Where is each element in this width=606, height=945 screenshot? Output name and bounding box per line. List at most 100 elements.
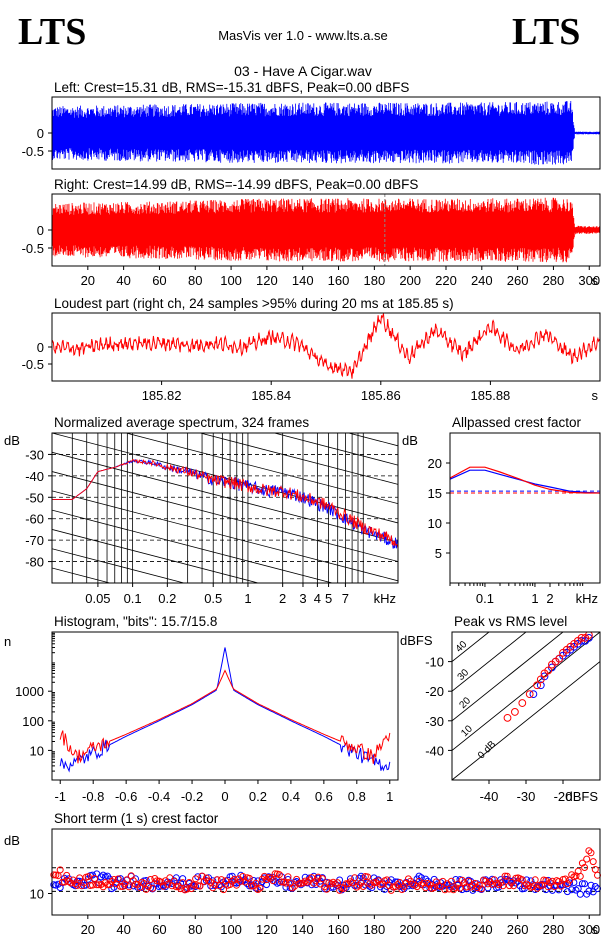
short_term_crest-point-1 — [531, 876, 539, 884]
right_waveform-xtick-label: 300 — [578, 273, 600, 288]
short_term_crest-point-1 — [477, 885, 485, 893]
short_term_crest-xtick-label: 180 — [364, 922, 386, 937]
short_term_crest-point-1 — [101, 879, 109, 887]
short_term_crest-point-1 — [84, 873, 92, 881]
short_term_crest-point-1 — [187, 885, 195, 893]
short_term_crest-point-1 — [183, 885, 191, 893]
peak_vs_rms-diagonal — [452, 632, 600, 751]
short_term_crest-point-1 — [164, 880, 172, 888]
avg_spectrum-slope-line — [52, 337, 398, 427]
short_term_crest-ytick-label: 10 — [30, 887, 44, 902]
short_term_crest-point-1 — [108, 878, 116, 885]
short_term_crest-point-1 — [153, 877, 161, 885]
short_term_crest-point-0 — [422, 875, 430, 883]
short_term_crest-point-1 — [529, 883, 537, 891]
loudest_part-ytick-label: 0 — [37, 340, 44, 355]
short_term_crest-point-1 — [166, 874, 174, 882]
short_term_crest-point-1 — [71, 880, 79, 888]
short_term_crest-point-1 — [299, 879, 307, 887]
short_term_crest-point-1 — [220, 886, 228, 894]
short_term_crest-point-1 — [233, 881, 240, 889]
file-name: 03 - Have A Cigar.wav — [234, 63, 372, 79]
short_term_crest-point-0 — [99, 871, 107, 879]
right_waveform-title: Right: Crest=14.99 dB, RMS=-14.99 dBFS, … — [54, 177, 418, 192]
short_term_crest: Short term (1 s) crest factor dB 10 20 40 60 8… — [4, 811, 601, 937]
short_term_crest-point-0 — [563, 888, 571, 896]
right_waveform-xtick-label: 20 — [81, 273, 95, 288]
avg_spectrum-xtick-label: 0.1 — [124, 591, 142, 606]
peak_vs_rms-point-1 — [533, 681, 541, 690]
short_term_crest-point-1 — [99, 883, 107, 891]
short_term_crest-title: Short term (1 s) crest factor — [54, 811, 219, 826]
histogram: Histogram, "bits": 15.7/15.8n100010010-1… — [4, 614, 399, 804]
right_waveform: Right: Crest=14.99 dB, RMS=-14.99 dBFS, … — [22, 177, 601, 288]
short_term_crest-point-1 — [56, 866, 64, 874]
short_term_crest-point-0 — [387, 876, 395, 884]
peak_vs_rms-point-0 — [536, 681, 545, 690]
short_term_crest-xtick-label: 280 — [543, 922, 565, 937]
loudest_part-ytick-label: -0.5 — [22, 357, 44, 372]
short_term_crest-point-0 — [587, 881, 595, 889]
short_term_crest-point-1 — [404, 875, 412, 883]
avg_spectrum-slope-line — [52, 529, 260, 583]
short_term_crest-point-0 — [252, 884, 260, 892]
histogram-xtick-label: -1 — [54, 789, 66, 804]
histogram-xtick-label: -0.4 — [148, 789, 170, 804]
short_term_crest-point-1 — [344, 880, 352, 888]
allpassed_crest-ytick-label: 5 — [435, 546, 442, 561]
avg_spectrum-slope-line — [52, 567, 112, 583]
short_term_crest-point-1 — [110, 876, 118, 883]
peak_vs_rms-ytick-label: -30 — [425, 714, 444, 729]
short_term_crest-point-0 — [581, 880, 589, 888]
short_term_crest-point-1 — [525, 882, 533, 889]
peak_vs_rms-xtick-label: -30 — [517, 789, 536, 804]
peak_vs_rms-xtick-label: -20 — [554, 789, 573, 804]
short_term_crest-point-1 — [318, 875, 326, 883]
short_term_crest-point-1 — [256, 884, 264, 892]
short_term_crest-point-1 — [587, 849, 595, 857]
peak_vs_rms-point-1 — [577, 634, 586, 642]
avg_spectrum-slope-line — [52, 451, 398, 543]
short_term_crest-point-0 — [89, 871, 96, 879]
peak_vs_rms-ylabel: dBFS — [400, 633, 433, 648]
loudest_part-xunit: s — [592, 388, 599, 403]
right_waveform-ytick-label: -0.5 — [22, 241, 44, 256]
short_term_crest-xtick-label: 100 — [220, 922, 242, 937]
short_term_crest-point-1 — [323, 885, 331, 893]
right_waveform-xtick-label: 280 — [543, 273, 565, 288]
short_term_crest-point-1 — [372, 879, 380, 887]
avg_spectrum-slope-line — [52, 509, 334, 583]
allpassed_crest-ylabel: dB — [402, 433, 418, 448]
histogram-ylabel: n — [4, 634, 11, 649]
short_term_crest-point-1 — [73, 881, 81, 889]
short_term_crest-point-1 — [450, 886, 457, 894]
avg_spectrum-xtick-label: 5 — [325, 591, 332, 606]
short_term_crest-point-1 — [591, 866, 599, 873]
allpassed_crest-ytick-label: 10 — [428, 516, 442, 531]
short_term_crest-point-1 — [452, 884, 460, 892]
avg_spectrum-slope-line — [52, 645, 398, 735]
peak_vs_rms-point-1 — [518, 699, 527, 707]
peak_vs_rms-xlabel: dBFS — [565, 789, 598, 804]
loudest_part: Loudest part (right ch, 24 samples >95% … — [22, 296, 601, 403]
right_waveform-xtick-label: 180 — [364, 273, 386, 288]
short_term_crest-point-1 — [250, 882, 258, 890]
short_term_crest-xtick-label: 60 — [152, 922, 166, 937]
allpassed_crest-xunit: kHz — [576, 591, 598, 606]
short_term_crest-point-1 — [329, 878, 337, 886]
avg_spectrum-slope-line — [52, 490, 398, 582]
right_waveform-xtick-label: 240 — [471, 273, 493, 288]
short_term_crest-point-1 — [400, 883, 408, 891]
loudest_part-title: Loudest part (right ch, 24 samples >95% … — [54, 296, 454, 311]
histogram-xtick-label: 0.2 — [249, 789, 267, 804]
histogram-frame — [51, 631, 399, 781]
peak_vs_rms-point-1 — [525, 690, 534, 699]
histogram-xtick-label: 1 — [386, 789, 393, 804]
short_term_crest-point-0 — [576, 890, 584, 898]
short_term_crest-point-1 — [149, 884, 157, 892]
peak_vs_rms-ytick-label: -20 — [425, 684, 444, 699]
left_waveform: Left: Crest=15.31 dB, RMS=-15.31 dBFS, P… — [22, 80, 601, 170]
histogram-xtick-label: 0 — [221, 789, 228, 804]
short_term_crest-point-1 — [578, 859, 586, 867]
short_term_crest-point-1 — [217, 876, 225, 884]
